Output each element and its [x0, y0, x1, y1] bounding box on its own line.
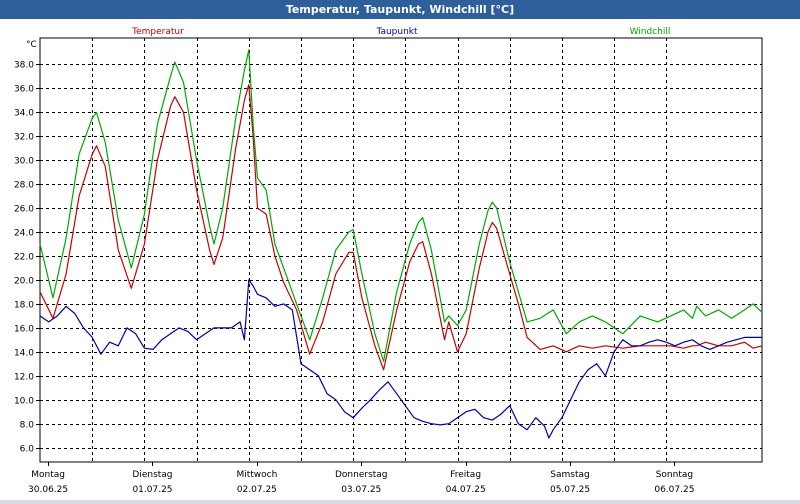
- y-tick-label: 6.0: [20, 445, 35, 455]
- legend-temperatur: Temperatur: [131, 27, 184, 37]
- y-tick-label: 32.0: [14, 133, 34, 143]
- series-line-temperatur: [39, 84, 763, 371]
- line-chart: 6.0 8.0 10.0 12.0 14.0 16.0 18.0 20.0 22.0 24.0 26…: [14, 27, 763, 495]
- x-tick-label-date: 03.07.25: [341, 485, 381, 495]
- y-tick-label: 36.0: [14, 85, 34, 95]
- y-tick-label: 28.0: [14, 181, 34, 191]
- x-tick-label-date: 06.07.25: [654, 485, 694, 495]
- y-tick-label: 10.0: [14, 397, 34, 407]
- y-tick-label: 22.0: [14, 253, 34, 263]
- y-tick-label: 34.0: [14, 109, 34, 119]
- x-tick-label-weekday: Freitag: [450, 470, 481, 480]
- x-tick-label-date: 01.07.25: [132, 485, 172, 495]
- y-tick-label: 18.0: [14, 301, 34, 311]
- x-tick-label-weekday: Mittwoch: [236, 470, 277, 480]
- x-tick-label-weekday: Dienstag: [132, 470, 172, 480]
- y-tick-label: 16.0: [14, 325, 34, 335]
- x-tick-label-date: 04.07.25: [446, 485, 486, 495]
- y-tick-label: 14.0: [14, 349, 34, 359]
- x-tick-label-weekday: Samstag: [550, 470, 589, 480]
- x-tick-label-weekday: Montag: [31, 470, 65, 480]
- y-tick-label: 38.0: [14, 61, 34, 71]
- plot-frame: [39, 37, 763, 463]
- legend-taupunkt: Taupunkt: [375, 27, 418, 37]
- series-line-taupunkt: [39, 279, 762, 439]
- y-unit-label: °C: [26, 40, 37, 50]
- window-title: Temperatur, Taupunkt, Windchill [°C]: [0, 0, 800, 19]
- x-tick-label-weekday: Donnerstag: [335, 470, 388, 480]
- legend-windchill: Windchill: [630, 27, 671, 37]
- y-tick-label: 20.0: [14, 277, 34, 287]
- y-tick-label: 24.0: [14, 229, 34, 239]
- x-tick-label-date: 05.07.25: [550, 485, 590, 495]
- x-tick-label-date: 30.06.25: [28, 485, 68, 495]
- y-tick-label: 30.0: [14, 157, 34, 167]
- y-tick-label: 26.0: [14, 205, 34, 215]
- chart-area: 6.0 8.0 10.0 12.0 14.0 16.0 18.0 20.0 22.0 24.0 26…: [0, 19, 800, 500]
- y-tick-label: 12.0: [14, 373, 34, 383]
- x-tick-label-weekday: Sonntag: [656, 470, 693, 480]
- series-line-windchill: [39, 49, 763, 362]
- x-tick-label-date: 02.07.25: [237, 485, 277, 495]
- y-tick-label: 8.0: [20, 421, 35, 431]
